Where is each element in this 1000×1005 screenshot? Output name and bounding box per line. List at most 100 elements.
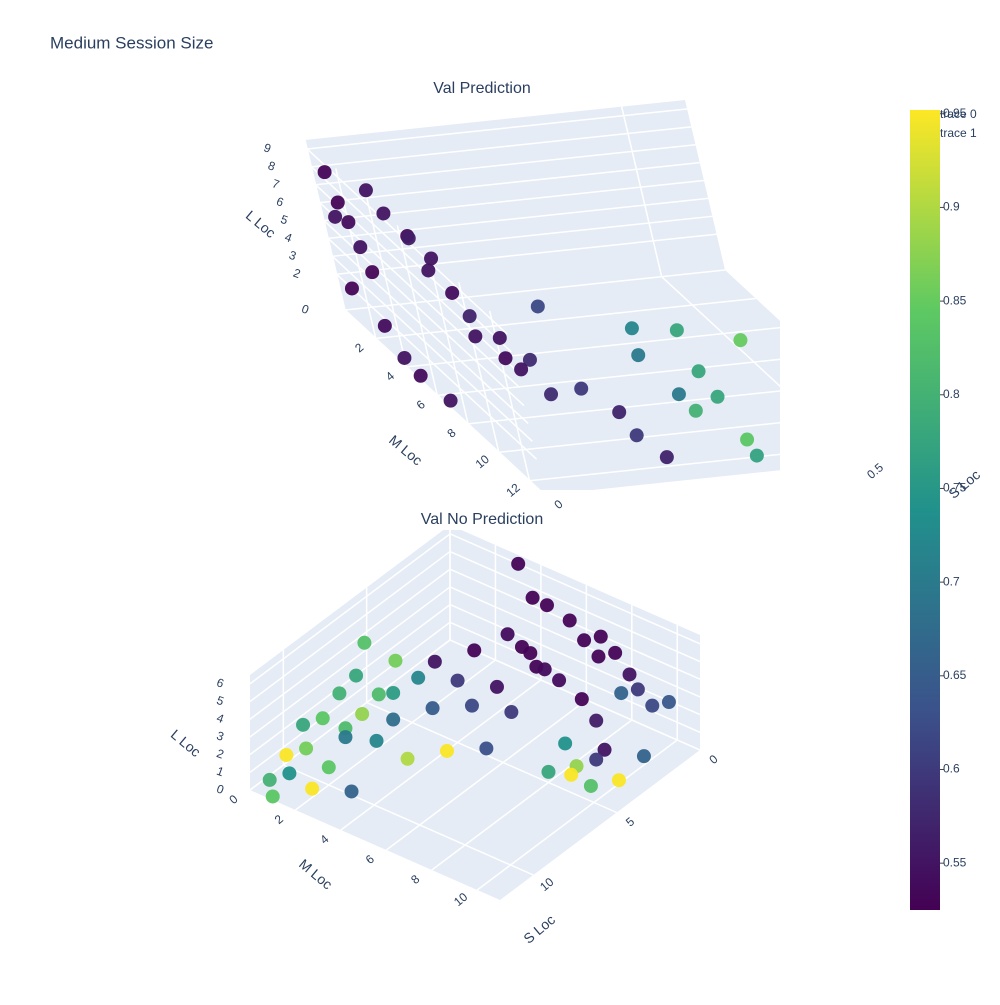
y-tick-label: 10	[451, 890, 470, 910]
grid-line	[319, 202, 521, 389]
z-tick-label: 5	[215, 693, 226, 709]
grid-line	[311, 126, 692, 168]
y-tick-label: 8	[444, 425, 458, 440]
point	[574, 381, 589, 396]
y-tick-label: 6	[363, 852, 377, 867]
y-tick-label: 4	[383, 369, 397, 384]
point	[353, 240, 368, 255]
point	[489, 679, 504, 694]
z-tick-label: 9	[262, 140, 273, 156]
y-tick-label: 6	[414, 397, 428, 412]
y-tick-label: 0	[226, 792, 240, 807]
z-tick-label: 6	[215, 675, 226, 691]
z-tick-label: 8	[266, 158, 277, 174]
point	[315, 711, 330, 726]
point	[630, 682, 645, 697]
z-tick-label: 6	[274, 194, 285, 210]
point	[645, 698, 660, 713]
axis-title: M Loc	[386, 432, 425, 469]
point	[425, 701, 440, 716]
point	[439, 743, 454, 758]
z-tick-label: 5	[279, 212, 290, 228]
grid-line	[375, 297, 756, 340]
point	[397, 350, 412, 365]
point	[400, 751, 415, 766]
axis-title: L Loc	[168, 726, 204, 760]
point	[332, 686, 347, 701]
point	[733, 333, 748, 348]
point	[522, 352, 537, 367]
legend-entry[interactable]: trace 1	[940, 126, 977, 140]
point	[558, 736, 573, 751]
point	[498, 351, 513, 366]
z-tick-label: 0	[215, 782, 226, 798]
grid-line	[249, 550, 451, 703]
point	[424, 251, 439, 266]
point	[468, 329, 483, 344]
z-tick-label: 3	[287, 248, 298, 264]
point	[577, 633, 592, 648]
point	[421, 263, 436, 278]
point	[514, 362, 529, 377]
z-tick-label: 0	[300, 302, 311, 318]
point	[608, 645, 623, 660]
grid-line	[336, 233, 717, 275]
point	[629, 428, 644, 443]
point	[669, 323, 684, 338]
point	[611, 773, 626, 788]
point	[445, 285, 460, 300]
y-tick-label: 4	[317, 832, 331, 847]
point	[262, 772, 277, 787]
point	[386, 712, 401, 727]
point	[305, 781, 320, 796]
point	[589, 713, 604, 728]
point	[358, 183, 373, 198]
point	[492, 330, 507, 345]
point	[279, 748, 294, 763]
z-tick-label: 7	[270, 176, 281, 192]
point	[740, 432, 755, 447]
point	[791, 461, 805, 475]
grid-line	[344, 269, 726, 311]
grid-line	[310, 166, 512, 353]
wall	[305, 140, 544, 490]
legend-entry[interactable]: trace 0	[940, 107, 977, 121]
y-tick-label: 12	[503, 480, 522, 500]
grid-line	[249, 604, 451, 756]
point	[328, 209, 343, 224]
grid-line	[449, 533, 701, 645]
point	[583, 778, 598, 793]
grid-line	[467, 390, 780, 425]
grid-line	[249, 621, 451, 773]
point	[500, 627, 515, 642]
point	[661, 695, 676, 710]
grid-line	[307, 108, 688, 150]
point	[636, 749, 651, 764]
colorbar-tick-label: 0.65	[943, 668, 967, 682]
point	[377, 318, 392, 333]
axis-title: S Loc	[520, 911, 558, 946]
point	[671, 387, 686, 402]
grid-line	[620, 106, 663, 277]
colorbar-tick-label: 0.7	[943, 574, 960, 588]
point	[355, 707, 370, 721]
colorbar-tick-label: 0.9	[943, 200, 960, 214]
floor	[250, 640, 700, 900]
point	[413, 368, 428, 383]
point	[851, 405, 865, 419]
grid-line	[249, 533, 451, 685]
grid-line	[449, 603, 701, 716]
point	[631, 348, 646, 363]
colorbar-tick-label: 0.85	[943, 293, 967, 307]
point	[837, 431, 851, 445]
x-tick-label: 0.5	[864, 460, 886, 482]
point	[341, 215, 356, 230]
grid-line	[249, 639, 451, 791]
grid-line	[328, 197, 709, 240]
point	[443, 393, 458, 408]
point	[299, 741, 314, 756]
grid-line	[396, 225, 439, 396]
point	[593, 629, 608, 644]
point	[427, 654, 442, 669]
